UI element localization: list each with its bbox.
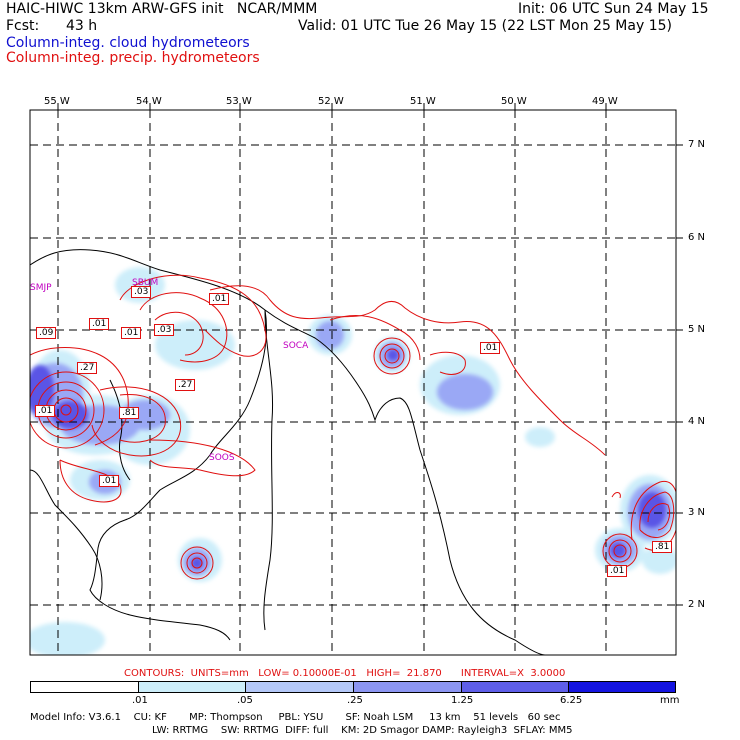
colorbar-tick: .25: [347, 695, 363, 706]
contour-label: .01: [121, 327, 142, 339]
colorbar-cell: [246, 682, 354, 692]
field-cloud-label: Column-integ. cloud hydrometeors: [6, 35, 250, 51]
colorbar-tick: .01: [132, 695, 148, 706]
colorbar-cell: [31, 682, 139, 692]
colorbar-tick: .05: [237, 695, 253, 706]
lon-label: 50 W: [501, 96, 527, 107]
station-label: SOOS: [209, 453, 235, 463]
colorbar-cell: [354, 682, 462, 692]
contour-label: .01: [99, 475, 120, 487]
lon-label: 49 W: [592, 96, 618, 107]
contour-label: .01: [480, 342, 501, 354]
model-title: HAIC-HIWC 13km ARW-GFS init NCAR/MMM: [6, 1, 318, 17]
cloud-shading-dark: [30, 349, 666, 569]
contour-label: .81: [119, 407, 140, 419]
init-time: Init: 06 UTC Sun 24 May 15: [518, 1, 709, 17]
contour-label: .27: [175, 379, 196, 391]
coastline: [30, 249, 546, 655]
contour-label: .09: [36, 327, 57, 339]
lon-label: 53 W: [226, 96, 252, 107]
graticule: [30, 110, 676, 655]
forecast-hours: 43 h: [66, 18, 98, 34]
axis-ticks: [57, 103, 683, 606]
colorbar-cell: [569, 682, 675, 692]
lat-label: 4 N: [688, 416, 706, 427]
lat-label: 6 N: [688, 232, 706, 243]
colorbar-tick: 1.25: [451, 695, 474, 706]
station-label: SBUM: [132, 278, 159, 288]
lat-label: 2 N: [688, 599, 706, 610]
map-frame: [29, 109, 677, 656]
colorbar-cell: [139, 682, 246, 692]
model-info-line-2: LW: RRTMG SW: RRTMG DIFF: full KM: 2D Sm…: [152, 725, 573, 736]
lat-label: 7 N: [688, 139, 706, 150]
valid-time: Valid: 01 UTC Tue 26 May 15 (22 LST Mon …: [298, 18, 672, 34]
colorbar-tick: 6.25: [560, 695, 583, 706]
colorbar: [30, 681, 676, 693]
station-label: SMJP: [30, 283, 52, 293]
forecast-label: Fcst:: [6, 18, 40, 34]
contour-label: .01: [607, 565, 628, 577]
lon-label: 54 W: [136, 96, 162, 107]
colorbar-unit: mm: [660, 695, 680, 706]
model-info-line-1: Model Info: V3.6.1 CU: KF MP: Thompson P…: [30, 712, 561, 723]
contour-label: .03: [154, 324, 175, 336]
contour-label: .01: [35, 405, 56, 417]
field-precip-label: Column-integ. precip. hydrometeors: [6, 50, 260, 66]
contour-label: .01: [209, 293, 230, 305]
lon-label: 51 W: [410, 96, 436, 107]
contour-label: .01: [89, 318, 110, 330]
colorbar-cell: [462, 682, 569, 692]
contour-label: .81: [652, 541, 673, 553]
contour-info: CONTOURS: UNITS=mm LOW= 0.10000E-01 HIGH…: [124, 668, 566, 679]
cloud-shading-light: [30, 267, 676, 655]
lat-label: 3 N: [688, 507, 706, 518]
lon-label: 55 W: [44, 96, 70, 107]
contour-label: .03: [131, 286, 152, 298]
station-label: SOCA: [283, 341, 309, 351]
lat-label: 5 N: [688, 324, 706, 335]
lon-label: 52 W: [318, 96, 344, 107]
contour-label: .27: [77, 362, 98, 374]
